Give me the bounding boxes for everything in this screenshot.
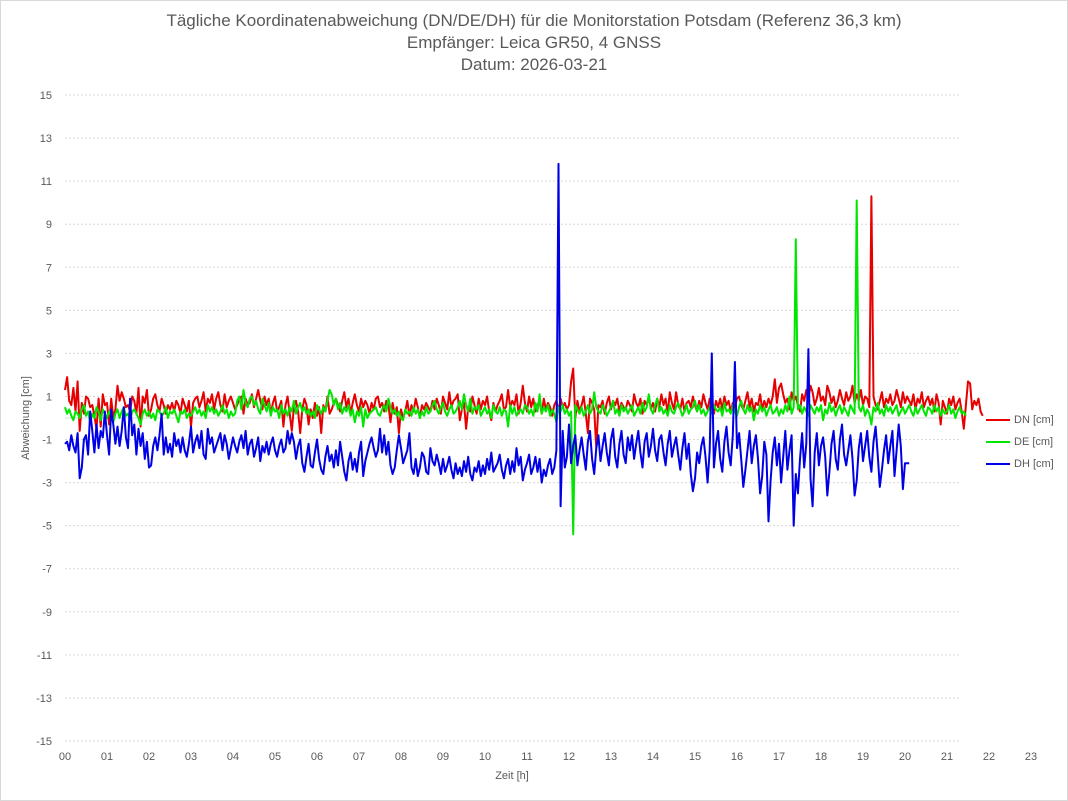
title-line-1: Tägliche Koordinatenabweichung (DN/DE/DH… [166, 11, 902, 30]
x-tick-label: 01 [101, 751, 113, 763]
y-tick-label: 15 [40, 90, 52, 102]
y-tick-label: -9 [42, 607, 52, 619]
legend-label: DH [cm] [1014, 458, 1054, 470]
series-line-de [64, 199, 967, 536]
legend-item-dh: DH [cm] [986, 453, 1054, 475]
x-tick-label: 21 [941, 751, 953, 763]
legend-item-de: DE [cm] [986, 431, 1054, 453]
y-tick-label: 3 [46, 348, 52, 360]
x-tick-label: 15 [689, 751, 701, 763]
x-tick-label: 05 [269, 751, 281, 763]
x-tick-label: 20 [899, 751, 911, 763]
y-tick-label: -1 [42, 435, 52, 447]
gridlines [65, 94, 960, 742]
x-tick-label: 17 [773, 751, 785, 763]
title-line-3: Datum: 2026-03-21 [460, 55, 608, 74]
x-tick-label: 10 [479, 751, 491, 763]
x-tick-label: 19 [857, 751, 869, 763]
y-tick-label: 1 [46, 391, 52, 403]
legend-item-dn: DN [cm] [986, 409, 1054, 431]
x-tick-label: 12 [563, 751, 575, 763]
y-tick-label: -3 [42, 478, 52, 490]
series-lines [64, 162, 984, 536]
y-axis-title: Abweichung [cm] [20, 376, 32, 460]
x-tick-label: 02 [143, 751, 155, 763]
legend-label: DN [cm] [1014, 414, 1054, 426]
y-tick-label: -11 [37, 650, 52, 662]
y-tick-label: 13 [40, 133, 52, 145]
y-tick-labels: 15 13 11 9 7 5 3 1 -1 -3 -5 -7 -9 -11 -13 -15 [36, 90, 52, 748]
y-tick-label: 9 [46, 219, 52, 231]
legend-swatch [986, 463, 1010, 465]
y-tick-label: 11 [41, 176, 52, 188]
x-tick-label: 07 [353, 751, 365, 763]
x-tick-label: 08 [395, 751, 407, 763]
x-tick-labels: 00 01 02 03 04 05 06 07 08 09 10 11 12 13 14 15 16 17 18 19… [59, 751, 1037, 763]
y-tick-label: 5 [46, 305, 52, 317]
y-tick-label: -5 [42, 521, 52, 533]
legend-swatch [986, 441, 1010, 443]
y-tick-label: -7 [42, 564, 52, 576]
y-tick-label: -13 [36, 693, 52, 705]
x-axis-title: Zeit [h] [495, 770, 529, 782]
legend-label: DE [cm] [1014, 436, 1054, 448]
chart-title: Tägliche Koordinatenabweichung (DN/DE/DH… [0, 10, 1068, 76]
series-line-dh [64, 162, 910, 527]
legend: DN [cm] DE [cm] DH [cm] [986, 409, 1054, 475]
x-tick-label: 14 [647, 751, 659, 763]
x-tick-label: 18 [815, 751, 827, 763]
x-tick-label: 23 [1025, 751, 1037, 763]
x-tick-label: 11 [521, 751, 532, 763]
y-tick-label: 7 [46, 262, 52, 274]
y-tick-label: -15 [36, 736, 52, 748]
x-tick-label: 16 [731, 751, 743, 763]
series-line-dn [64, 195, 984, 450]
legend-swatch [986, 419, 1010, 421]
title-line-2: Empfänger: Leica GR50, 4 GNSS [406, 33, 662, 52]
x-tick-label: 03 [185, 751, 197, 763]
x-tick-label: 22 [983, 751, 995, 763]
x-tick-label: 04 [227, 751, 239, 763]
x-tick-label: 00 [59, 751, 71, 763]
x-tick-label: 06 [311, 751, 323, 763]
x-tick-label: 13 [605, 751, 617, 763]
x-tick-label: 09 [437, 751, 449, 763]
